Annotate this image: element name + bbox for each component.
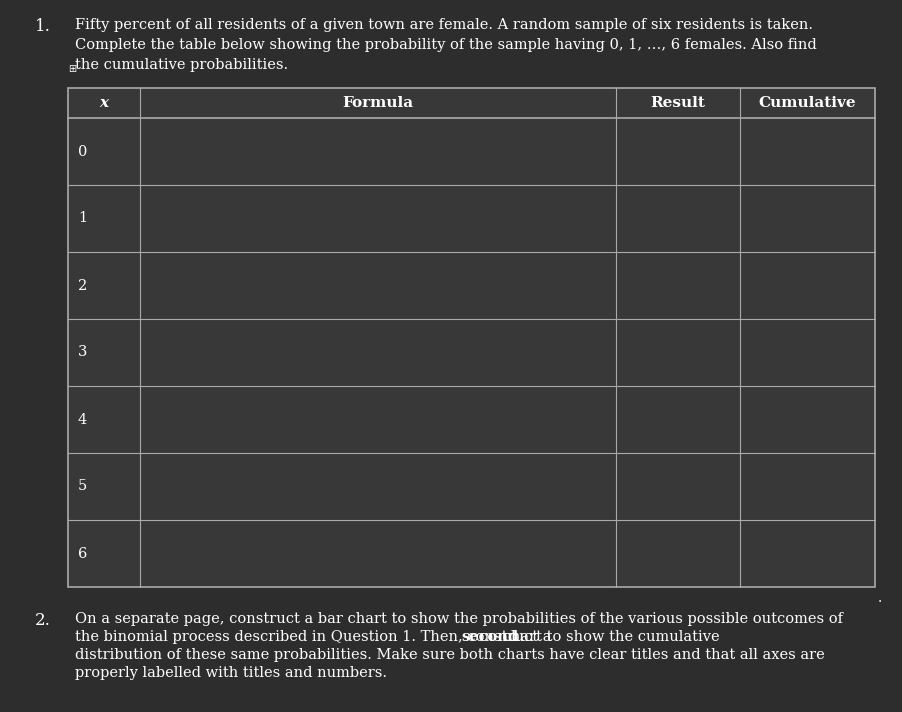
Text: 4: 4 <box>78 412 87 426</box>
Text: chart to show the cumulative: chart to show the cumulative <box>497 630 719 644</box>
Text: properly labelled with titles and numbers.: properly labelled with titles and number… <box>75 666 387 680</box>
Text: .: . <box>877 591 881 605</box>
Text: 1.: 1. <box>35 18 51 35</box>
Text: 3: 3 <box>78 345 87 360</box>
Text: 5: 5 <box>78 479 87 493</box>
Text: 0: 0 <box>78 145 87 159</box>
Text: distribution of these same probabilities. Make sure both charts have clear title: distribution of these same probabilities… <box>75 648 824 662</box>
Text: 6: 6 <box>78 547 87 560</box>
Text: second: second <box>461 630 518 644</box>
Bar <box>68 88 874 587</box>
Text: x: x <box>99 96 108 110</box>
Text: the binomial process described in Question 1. Then, construct a: the binomial process described in Questi… <box>75 630 556 644</box>
Text: the cumulative probabilities.: the cumulative probabilities. <box>75 58 288 72</box>
Text: Cumulative: Cumulative <box>758 96 855 110</box>
Text: On a separate page, construct a bar chart to show the probabilities of the vario: On a separate page, construct a bar char… <box>75 612 842 626</box>
Text: 2.: 2. <box>35 612 51 629</box>
Text: 1: 1 <box>78 211 87 226</box>
Text: Formula: Formula <box>342 96 413 110</box>
Text: Result: Result <box>649 96 704 110</box>
Text: Complete the table below showing the probability of the sample having 0, 1, …, 6: Complete the table below showing the pro… <box>75 38 815 52</box>
Text: 2: 2 <box>78 278 87 293</box>
Bar <box>68 88 874 587</box>
Text: Fifty percent of all residents of a given town are female. A random sample of si: Fifty percent of all residents of a give… <box>75 18 812 32</box>
Text: ⊞: ⊞ <box>68 64 76 74</box>
